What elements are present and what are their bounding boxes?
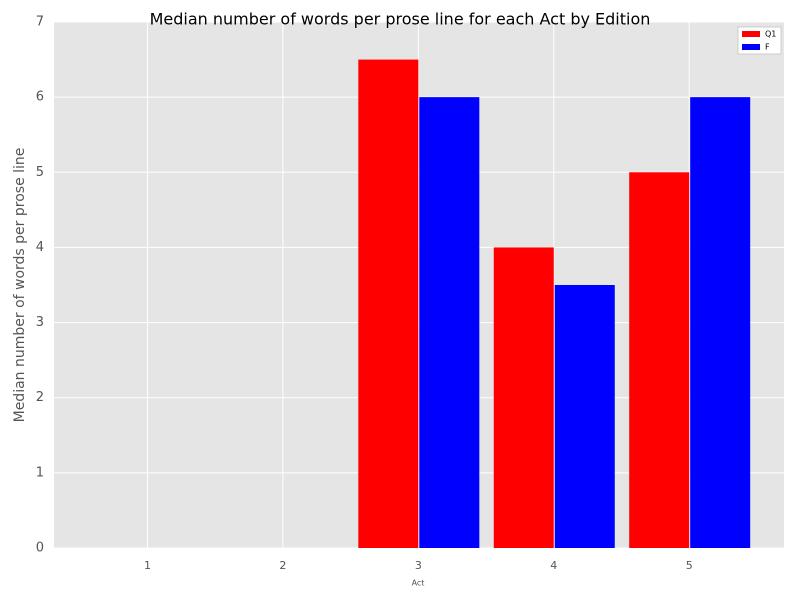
x-tick-label: 4	[550, 559, 557, 572]
bar	[493, 247, 554, 548]
y-tick-label: 4	[36, 240, 44, 255]
y-tick-label: 1	[36, 465, 44, 480]
x-tick-label: 2	[279, 559, 286, 572]
x-tick-label: 5	[686, 559, 693, 572]
y-tick-label: 6	[36, 90, 44, 105]
bar	[629, 172, 690, 549]
y-tick-label: 7	[36, 15, 44, 30]
chart-title: Median number of words per prose line fo…	[150, 10, 651, 29]
legend-label: Q1	[765, 30, 776, 39]
x-tick-label: 3	[415, 559, 422, 572]
x-axis-label: Act	[412, 579, 425, 588]
legend-label: F	[765, 43, 770, 52]
y-tick-label: 3	[36, 315, 44, 330]
y-axis-label: Median number of words per prose line	[12, 148, 28, 423]
bar	[419, 97, 480, 549]
legend-swatch	[742, 31, 760, 37]
y-tick-label: 5	[36, 165, 44, 180]
bar	[690, 97, 751, 549]
bar	[358, 59, 419, 548]
x-tick-label: 1	[144, 559, 151, 572]
legend-swatch	[742, 44, 760, 50]
bar	[554, 285, 615, 548]
y-tick-label: 0	[36, 541, 44, 556]
y-tick-label: 2	[36, 390, 44, 405]
